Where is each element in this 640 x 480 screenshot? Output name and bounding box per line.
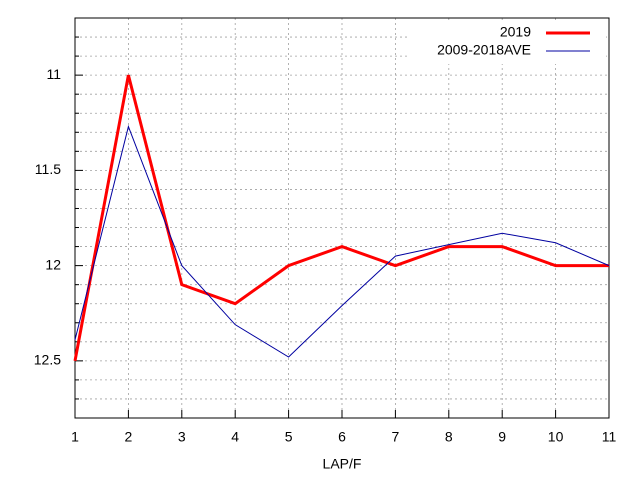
x-tick-label: 3 <box>178 429 186 445</box>
x-tick-label: 2 <box>125 429 133 445</box>
x-tick-label: 8 <box>445 429 453 445</box>
legend-label: 2009-2018AVE <box>437 42 531 58</box>
series-line <box>73 74 609 362</box>
x-tick-label: 6 <box>338 429 346 445</box>
series-line <box>74 124 610 358</box>
x-tick-label: 7 <box>392 429 400 445</box>
legend-box <box>410 22 606 64</box>
x-tick-label: 1 <box>71 429 79 445</box>
x-tick-label: 11 <box>602 429 617 445</box>
legend-label: 2019 <box>500 24 531 40</box>
x-tick-label: 5 <box>285 429 293 445</box>
y-tick-label: 12.5 <box>34 352 61 368</box>
x-tick-label: 4 <box>231 429 239 445</box>
y-tick-label: 11.5 <box>35 161 61 177</box>
y-tick-label: 12 <box>45 256 61 272</box>
plot-frame <box>74 17 610 419</box>
x-tick-label: 10 <box>548 429 564 445</box>
x-axis-label: LAP/F <box>323 456 362 472</box>
y-tick-label: 11 <box>46 66 61 82</box>
x-tick-label: 9 <box>498 429 506 445</box>
